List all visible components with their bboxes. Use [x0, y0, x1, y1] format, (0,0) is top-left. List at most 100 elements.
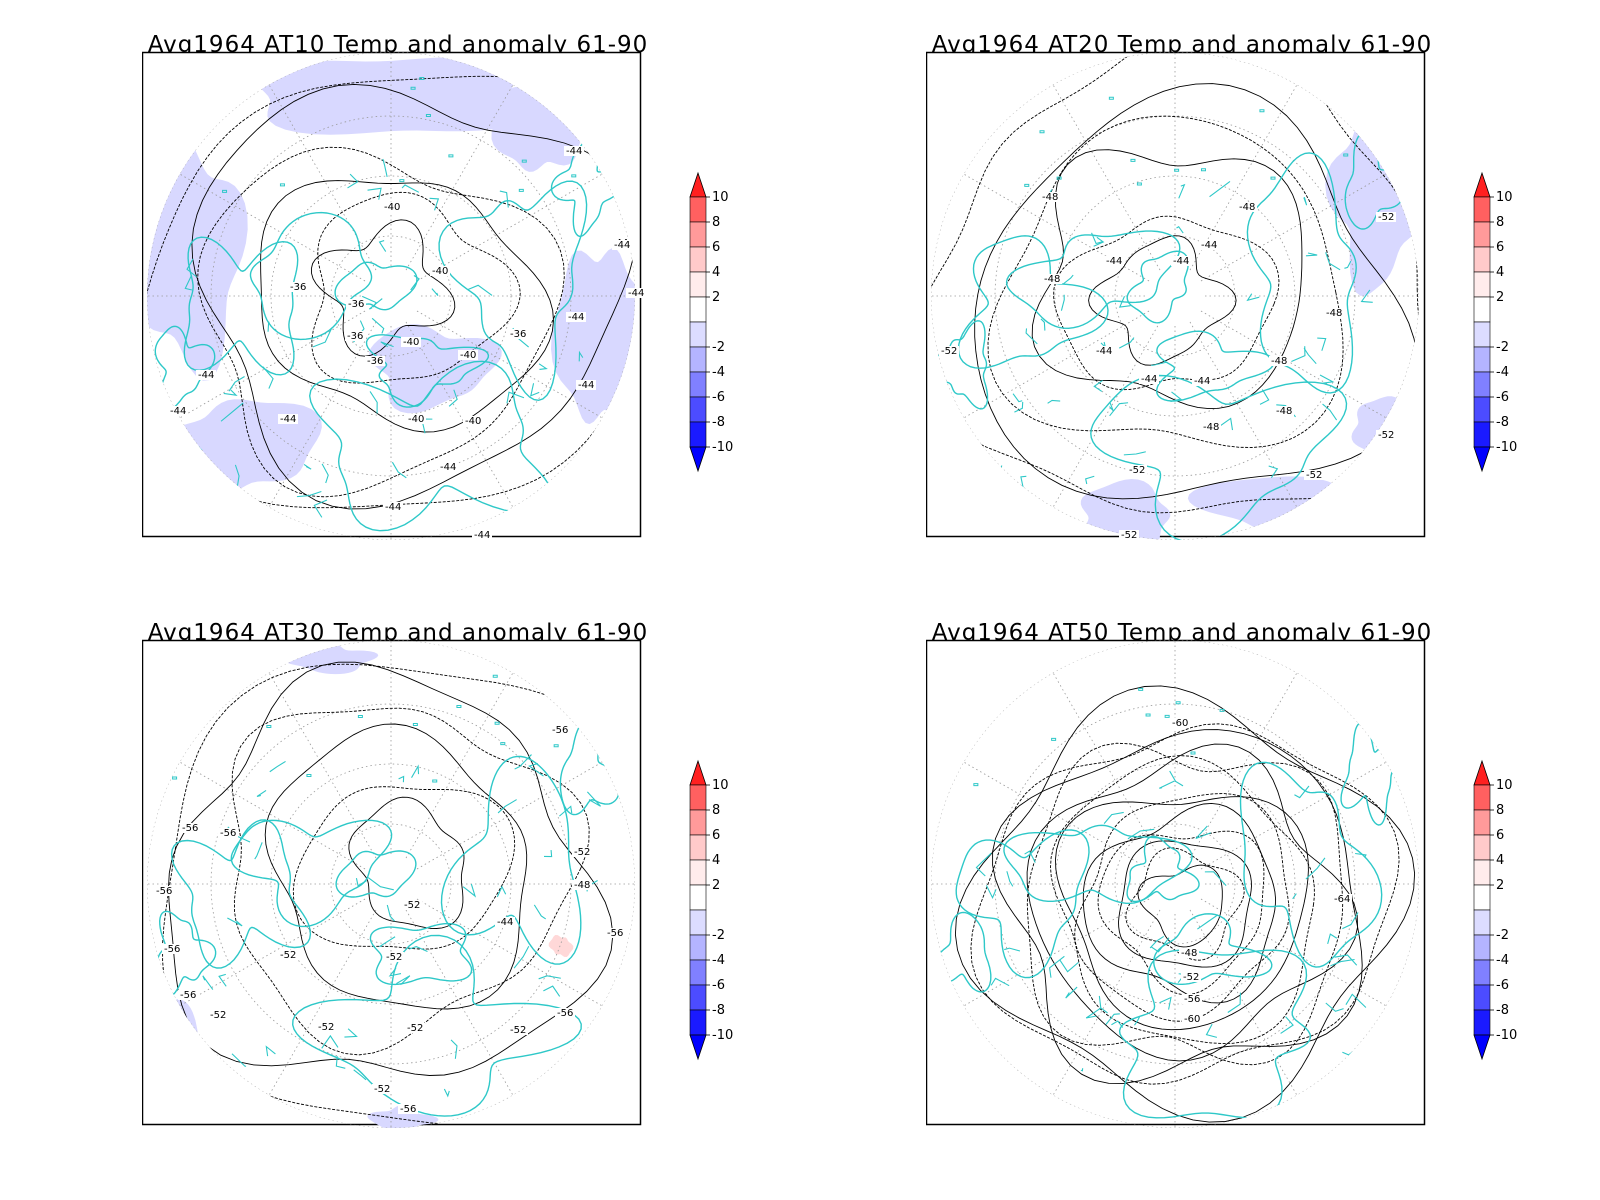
border-line — [223, 389, 238, 397]
contour-label-bg — [1127, 465, 1147, 475]
contour-label-bg — [472, 530, 492, 540]
colorbar-label: 2 — [712, 290, 720, 305]
border-line — [1227, 992, 1241, 1013]
contour-label-bg — [1376, 430, 1396, 440]
contour-label: -44 — [1106, 256, 1122, 267]
coastline — [438, 180, 588, 402]
contour-label-bg — [463, 416, 483, 426]
border-line — [369, 298, 383, 310]
border-line — [497, 799, 517, 814]
coastline — [955, 829, 1090, 979]
colorbar-swatch — [1473, 784, 1491, 811]
contour-label-bg — [384, 952, 404, 962]
border-line — [1012, 393, 1023, 403]
contour-label-bg — [1376, 212, 1396, 222]
contour-line — [970, 723, 1400, 1085]
contour-label-bg — [345, 331, 365, 341]
contour-label-bg — [278, 950, 298, 960]
contour-label-bg — [550, 725, 570, 735]
island — [571, 174, 577, 178]
map-panel-at20: Avg1964 AT20 Temp and anomaly 61-90 -48-… — [926, 18, 1600, 578]
colorbar-max-arrow — [689, 759, 707, 786]
border-line — [1118, 337, 1135, 349]
contour-label-bg — [1139, 374, 1159, 384]
border-line — [1319, 374, 1335, 384]
colorbar: 10 8 6 4 2 -2 -4 -6 -8 -10 — [1473, 171, 1517, 473]
border-line — [218, 973, 227, 987]
contour-label: -40 — [403, 337, 419, 348]
colorbar-label: -6 — [712, 390, 725, 405]
island — [1175, 701, 1181, 705]
contour-line — [1097, 830, 1265, 996]
coastline — [154, 325, 216, 411]
contour-label: -40 — [465, 416, 481, 427]
contour-label-bg — [458, 350, 478, 360]
colorbar-swatch — [689, 834, 707, 861]
coastline — [291, 934, 582, 1117]
border-line — [411, 764, 420, 778]
contour-label: -56 — [607, 928, 623, 939]
colorbar-min-arrow — [689, 1034, 707, 1061]
border-line — [269, 760, 286, 773]
colorbar-label: -2 — [712, 340, 725, 355]
border-line — [1020, 475, 1027, 490]
colorbar-swatch — [689, 984, 707, 1011]
border-line — [499, 190, 509, 208]
contour-label: -56 — [400, 1104, 416, 1115]
island — [412, 723, 418, 727]
coastline — [335, 850, 417, 898]
border-line — [1093, 236, 1105, 247]
contour-label: -44 — [614, 240, 630, 251]
contour-label-bg — [218, 828, 238, 838]
colorbar-label: -2 — [1496, 928, 1509, 943]
colorbar-label: -10 — [1496, 1028, 1517, 1043]
border-line — [1151, 361, 1167, 366]
contour-label: -48 — [1271, 356, 1287, 367]
colorbar-swatch — [1473, 1009, 1491, 1036]
border-line — [1360, 289, 1373, 303]
island — [1219, 708, 1225, 712]
latitude-circle — [1114, 823, 1236, 945]
border-line — [1322, 403, 1338, 421]
colorbar-label: 8 — [712, 803, 720, 818]
contour-label-bg — [566, 312, 586, 322]
contour-line — [348, 796, 465, 929]
contour-label-bg — [1237, 202, 1257, 212]
border-line — [347, 173, 359, 189]
border-line — [378, 936, 396, 947]
border-line — [227, 917, 243, 927]
border-line — [1060, 294, 1065, 311]
colorbar-swatch — [1473, 421, 1491, 448]
contour-line — [310, 219, 456, 357]
island — [492, 674, 498, 678]
contour-line — [1026, 742, 1344, 1066]
border-line — [1025, 328, 1038, 345]
contour-label-bg — [564, 146, 584, 156]
contour-line — [197, 146, 565, 498]
border-line — [1178, 183, 1186, 199]
border-line — [1246, 293, 1260, 302]
border-line — [1159, 996, 1172, 1010]
border-line — [1085, 1007, 1102, 1019]
border-line — [1209, 180, 1231, 198]
border-line — [396, 975, 411, 986]
colorbar-swatch — [1473, 859, 1491, 886]
colorbar: 10 8 6 4 2 -2 -4 -6 -8 -10 — [689, 759, 733, 1061]
coastline — [1126, 835, 1200, 903]
coastline — [440, 755, 582, 965]
colorbar-swatch — [689, 196, 707, 223]
contour-label: -52 — [1378, 430, 1394, 441]
border-line — [1024, 850, 1036, 863]
border-line — [506, 391, 525, 404]
contour-label-bg — [398, 1104, 418, 1114]
colorbar-swatch — [1473, 809, 1491, 836]
border-line — [443, 1088, 450, 1098]
border-line — [528, 762, 544, 777]
colorbar-label: 4 — [1496, 265, 1504, 280]
polar-map-at20: -48-48-48-44-44-44-44-44 -44-48-48-48-48-… — [926, 51, 1517, 541]
colorbar-label: 10 — [712, 190, 729, 205]
contour-label: -44 — [566, 146, 582, 157]
island — [357, 715, 363, 719]
cold-anomaly-area — [367, 1104, 439, 1128]
colorbar-label: -6 — [1496, 390, 1509, 405]
